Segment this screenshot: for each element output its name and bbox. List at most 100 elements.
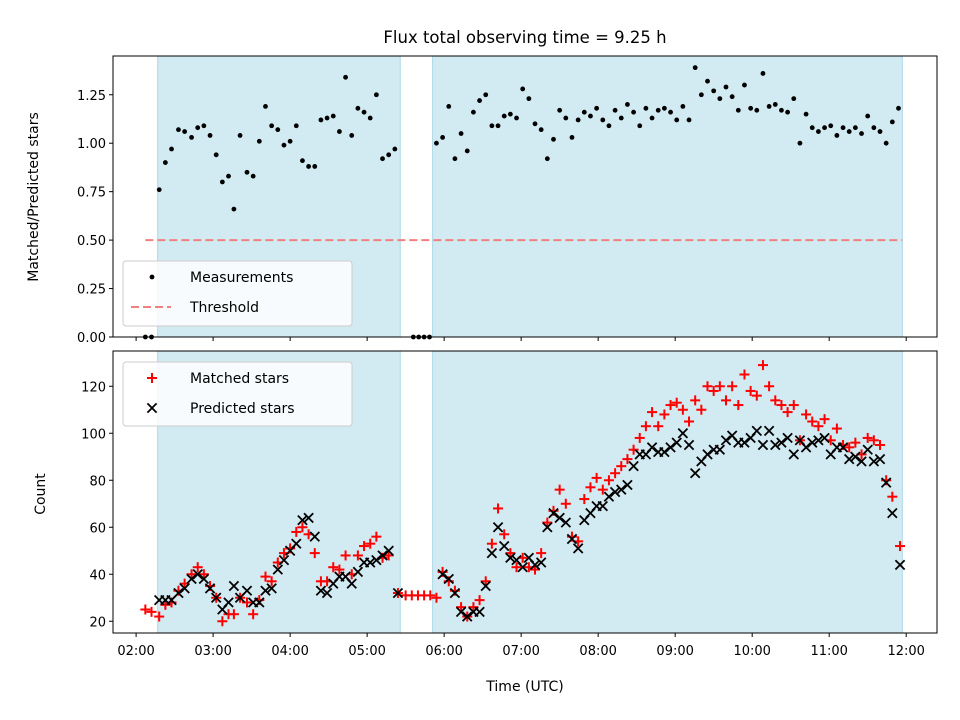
- data-point: [788, 400, 799, 411]
- data-point: [309, 548, 320, 559]
- data-point: [386, 152, 392, 158]
- data-point: [468, 602, 479, 613]
- data-point: [272, 564, 284, 575]
- data-point: [237, 133, 243, 138]
- data-point: [437, 569, 448, 580]
- x-tick-label: 06:00: [425, 644, 462, 659]
- data-point: [223, 597, 234, 608]
- data-point: [241, 585, 253, 596]
- data-point: [542, 517, 553, 528]
- data-point: [677, 428, 689, 439]
- observing-window-1: [432, 350, 903, 634]
- data-point: [364, 557, 376, 568]
- data-point: [856, 456, 867, 467]
- data-point: [896, 105, 901, 111]
- data-point: [742, 82, 747, 88]
- data-point: [868, 456, 880, 467]
- data-point: [677, 404, 688, 415]
- data-point: [717, 96, 723, 102]
- data-point: [449, 587, 461, 599]
- data-point: [859, 131, 864, 136]
- legend-label: Matched stars: [190, 371, 289, 387]
- y-tick-label: 1.00: [77, 137, 106, 152]
- data-point: [179, 583, 190, 594]
- data-point: [844, 442, 855, 453]
- data-point: [801, 409, 812, 420]
- data-point: [628, 444, 639, 455]
- data-point: [499, 529, 510, 540]
- data-point: [440, 134, 445, 140]
- data-point: [625, 102, 630, 107]
- data-point: [554, 484, 565, 495]
- data-point: [201, 123, 207, 129]
- data-point: [646, 442, 658, 453]
- data-point: [748, 105, 754, 111]
- y-tick-label: 0.75: [77, 186, 106, 201]
- y-tick-label: 0.00: [77, 331, 106, 346]
- data-point: [655, 107, 661, 113]
- series-matched-stars: [140, 360, 906, 627]
- data-point: [843, 453, 855, 465]
- data-point: [154, 611, 165, 622]
- data-point: [711, 88, 717, 94]
- data-point: [616, 484, 627, 495]
- data-point: [803, 111, 809, 117]
- data-point: [544, 156, 550, 162]
- data-point: [328, 562, 339, 573]
- data-point: [569, 134, 575, 140]
- data-point: [671, 397, 682, 408]
- legend-symbol: [146, 402, 158, 414]
- data-point: [146, 606, 157, 617]
- data-point: [431, 592, 442, 603]
- data-point: [291, 538, 302, 549]
- data-point: [852, 125, 858, 131]
- data-point: [195, 125, 201, 131]
- data-point: [330, 113, 336, 119]
- series-predicted-stars: [153, 425, 906, 622]
- data-point: [514, 115, 519, 121]
- data-point: [647, 407, 658, 418]
- data-point: [471, 109, 476, 115]
- data-point: [813, 435, 824, 446]
- data-point: [766, 103, 772, 109]
- data-point: [692, 65, 698, 71]
- data-point: [352, 550, 363, 561]
- data-point: [198, 569, 209, 580]
- data-point: [720, 395, 731, 406]
- data-point: [542, 522, 553, 533]
- data-point: [588, 113, 593, 119]
- data-point: [754, 107, 760, 113]
- data-point: [834, 133, 840, 138]
- data-point: [281, 142, 287, 148]
- data-point: [532, 121, 538, 127]
- data-point: [665, 442, 676, 453]
- data-point: [887, 491, 898, 502]
- data-point: [300, 158, 305, 164]
- data-point: [714, 444, 726, 455]
- data-point: [807, 437, 818, 448]
- data-point: [782, 432, 793, 444]
- plot-frame: [112, 350, 938, 634]
- data-point: [828, 123, 834, 129]
- data-point: [160, 599, 171, 610]
- data-point: [770, 439, 781, 451]
- data-point: [207, 133, 213, 138]
- data-point: [498, 540, 510, 552]
- chart-title: Flux total observing time = 9.25 h: [383, 28, 666, 47]
- data-point: [219, 179, 225, 185]
- counts-panel: 20 40 60 80 100 120 02:00 03:00 04:00 05:00 06:00 0…: [81, 350, 938, 659]
- data-point: [674, 117, 680, 123]
- legend-box: [122, 361, 353, 427]
- data-point: [563, 115, 569, 121]
- data-point: [807, 416, 818, 427]
- data-point: [495, 123, 501, 129]
- y-tick-label: 40: [89, 568, 106, 583]
- data-point: [248, 609, 259, 620]
- data-point: [760, 71, 766, 76]
- data-point: [739, 437, 750, 448]
- data-point: [505, 552, 516, 564]
- data-point: [594, 105, 600, 111]
- data-point: [609, 486, 621, 498]
- x-tick-label: 12:00: [887, 644, 924, 659]
